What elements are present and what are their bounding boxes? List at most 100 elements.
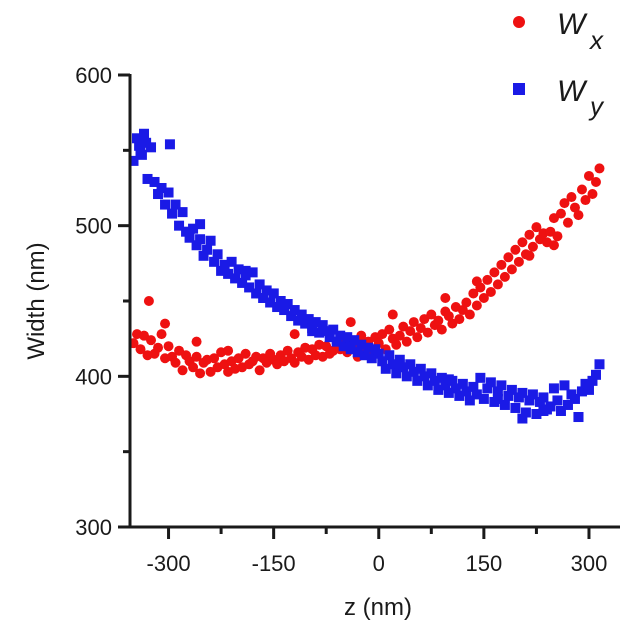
data-point <box>538 392 549 403</box>
data-point <box>136 149 147 160</box>
data-point <box>482 274 493 285</box>
data-point <box>303 314 314 325</box>
data-point <box>258 292 269 303</box>
data-point <box>520 407 531 418</box>
data-point <box>177 365 188 376</box>
data-point <box>555 208 566 219</box>
data-point <box>307 326 318 337</box>
legend-label: W <box>557 8 588 41</box>
data-point <box>331 336 342 347</box>
data-point <box>524 250 535 261</box>
data-point <box>251 288 262 299</box>
data-point <box>464 309 475 320</box>
data-point <box>349 335 360 346</box>
data-point <box>191 240 202 251</box>
data-point <box>233 264 244 275</box>
data-point <box>181 226 192 237</box>
data-point <box>405 359 416 370</box>
data-point <box>244 282 255 293</box>
data-point <box>282 299 293 310</box>
data-point <box>412 375 423 386</box>
data-point <box>282 345 293 356</box>
data-point <box>492 386 503 397</box>
data-point <box>583 384 594 395</box>
data-point <box>391 368 402 379</box>
data-point <box>594 163 605 174</box>
data-point <box>380 363 391 374</box>
data-point <box>156 329 167 340</box>
data-point <box>289 357 300 368</box>
data-point <box>422 327 433 338</box>
data-point <box>254 279 265 290</box>
data-point <box>510 244 521 255</box>
data-point <box>342 332 353 343</box>
data-point <box>275 296 286 306</box>
data-point <box>247 267 258 278</box>
data-point <box>468 381 479 392</box>
data-point <box>153 342 164 353</box>
data-point <box>265 297 276 308</box>
data-point <box>405 326 416 337</box>
data-point <box>468 288 479 299</box>
data-point <box>478 393 489 404</box>
data-point <box>317 320 328 331</box>
data-point <box>345 341 356 352</box>
data-point <box>240 265 251 276</box>
data-point <box>170 357 181 368</box>
data-point <box>524 229 535 240</box>
data-point <box>461 297 472 308</box>
legend-subscript: x <box>588 25 604 55</box>
data-point <box>394 359 405 370</box>
data-point <box>443 374 454 385</box>
data-point <box>219 259 230 270</box>
data-point <box>394 330 405 341</box>
y-tick-label: 400 <box>75 364 112 389</box>
series-Wy <box>128 128 605 424</box>
data-point <box>212 249 223 260</box>
data-point <box>209 353 220 364</box>
data-point <box>272 302 283 313</box>
data-point <box>552 395 563 406</box>
data-point <box>471 276 482 287</box>
x-tick-label: 150 <box>466 551 503 576</box>
data-point <box>195 234 206 245</box>
data-point <box>433 384 444 395</box>
data-point <box>146 335 157 346</box>
data-point <box>538 405 549 416</box>
data-point <box>506 264 517 275</box>
data-point <box>454 314 465 325</box>
data-point <box>482 383 493 394</box>
data-point <box>590 369 601 380</box>
data-point <box>188 362 199 373</box>
data-point <box>377 356 388 367</box>
data-point <box>387 359 398 370</box>
data-point <box>139 128 150 139</box>
data-point <box>128 155 139 166</box>
data-point <box>503 252 514 263</box>
data-point <box>142 173 153 184</box>
data-point <box>254 365 265 376</box>
data-point <box>191 336 202 347</box>
data-point <box>506 384 517 395</box>
data-point <box>548 383 559 394</box>
data-point <box>286 311 297 322</box>
data-point <box>436 324 447 335</box>
data-point <box>373 348 384 359</box>
data-point <box>134 140 145 151</box>
axes <box>128 74 620 529</box>
data-point <box>422 380 433 391</box>
data-point <box>499 271 510 282</box>
data-point <box>289 305 300 316</box>
data-point <box>160 199 171 210</box>
data-point <box>576 386 587 397</box>
data-point <box>328 324 339 335</box>
data-point <box>156 183 167 193</box>
x-tick-label: 0 <box>373 551 385 576</box>
y-axis-title: Width (nm) <box>23 242 50 359</box>
data-point <box>552 231 563 242</box>
data-point <box>164 139 175 150</box>
data-point <box>555 405 566 416</box>
axis-ticks: 300 400 500 600 -300 -150 0 150 300 <box>75 63 607 576</box>
data-point <box>223 345 234 356</box>
